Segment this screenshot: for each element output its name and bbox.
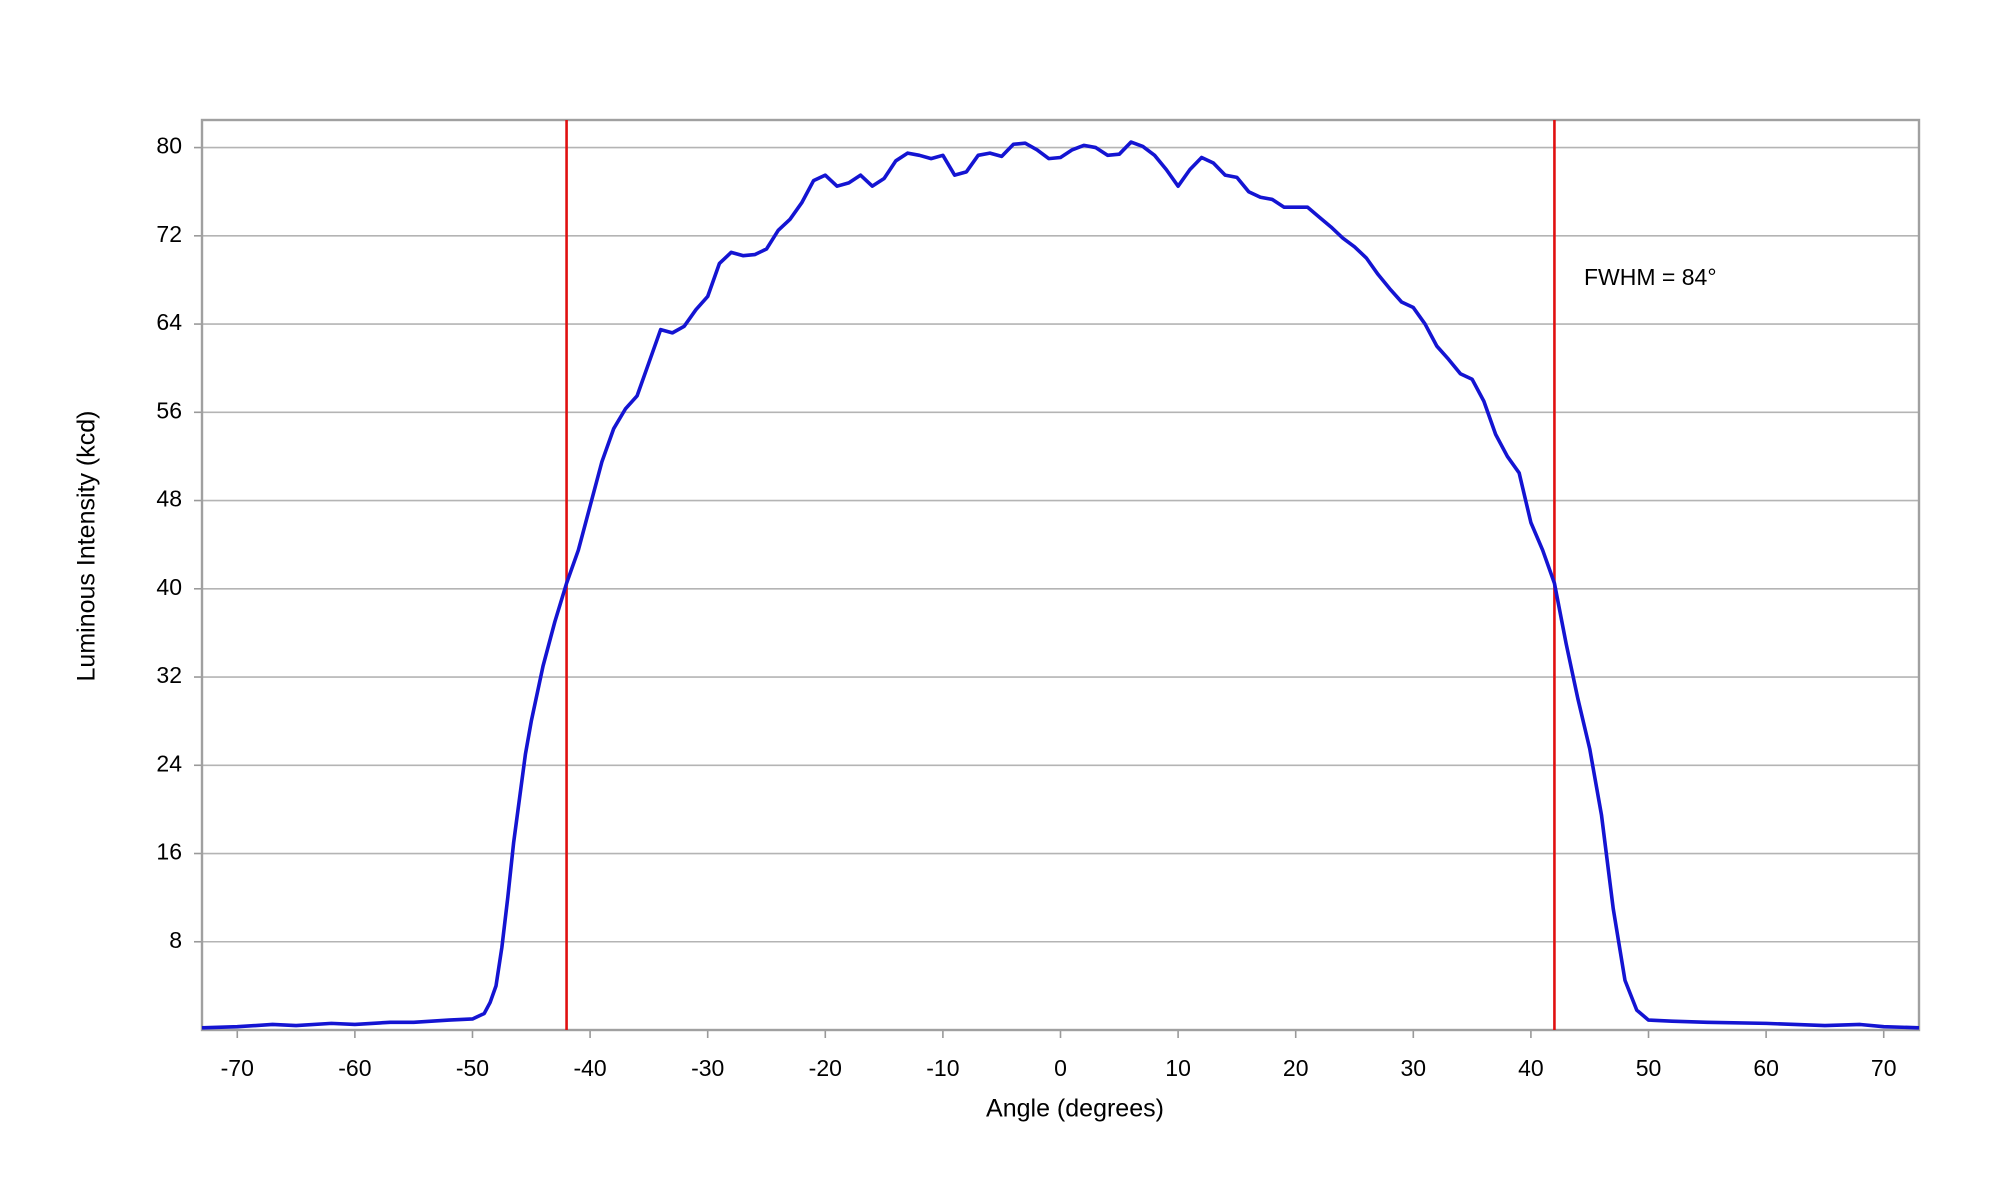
y-tick-label: 8: [169, 927, 182, 953]
x-tick-label: 40: [1518, 1055, 1544, 1081]
plot-frame: [200, 118, 1921, 1032]
annotation: FWHM = 84°: [1584, 264, 1717, 290]
x-tick-label: 0: [1054, 1055, 1067, 1081]
data-line: [201, 140, 1920, 1030]
y-tick-label: 56: [156, 397, 182, 423]
y-tick-label: 72: [156, 221, 182, 247]
y-tick-label: 16: [156, 839, 182, 865]
x-tick-label: -30: [691, 1055, 724, 1081]
y-tick-label: 24: [156, 750, 182, 776]
y-axis-label: Luminous Intensity (kcd): [73, 411, 101, 682]
x-tick-label: -50: [456, 1055, 489, 1081]
y-tick-label: 48: [156, 486, 182, 512]
x-tick-label: 50: [1636, 1055, 1662, 1081]
x-tick-label: -40: [573, 1055, 606, 1081]
y-tick-label: 80: [156, 133, 182, 159]
x-tick-label: 30: [1401, 1055, 1427, 1081]
y-tick-label: 32: [156, 662, 182, 688]
x-tick-label: 70: [1871, 1055, 1897, 1081]
x-tick-label: 60: [1753, 1055, 1779, 1081]
x-tick-label: -70: [221, 1055, 254, 1081]
x-axis-label: Angle (degrees): [986, 1095, 1164, 1123]
y-tick-label: 64: [156, 309, 182, 335]
x-tick-label: 10: [1165, 1055, 1191, 1081]
y-tick-label: 40: [156, 574, 182, 600]
x-tick-label: -10: [926, 1055, 959, 1081]
x-tick-label: -60: [338, 1055, 371, 1081]
x-tick-label: 20: [1283, 1055, 1309, 1081]
x-tick-label: -20: [809, 1055, 842, 1081]
